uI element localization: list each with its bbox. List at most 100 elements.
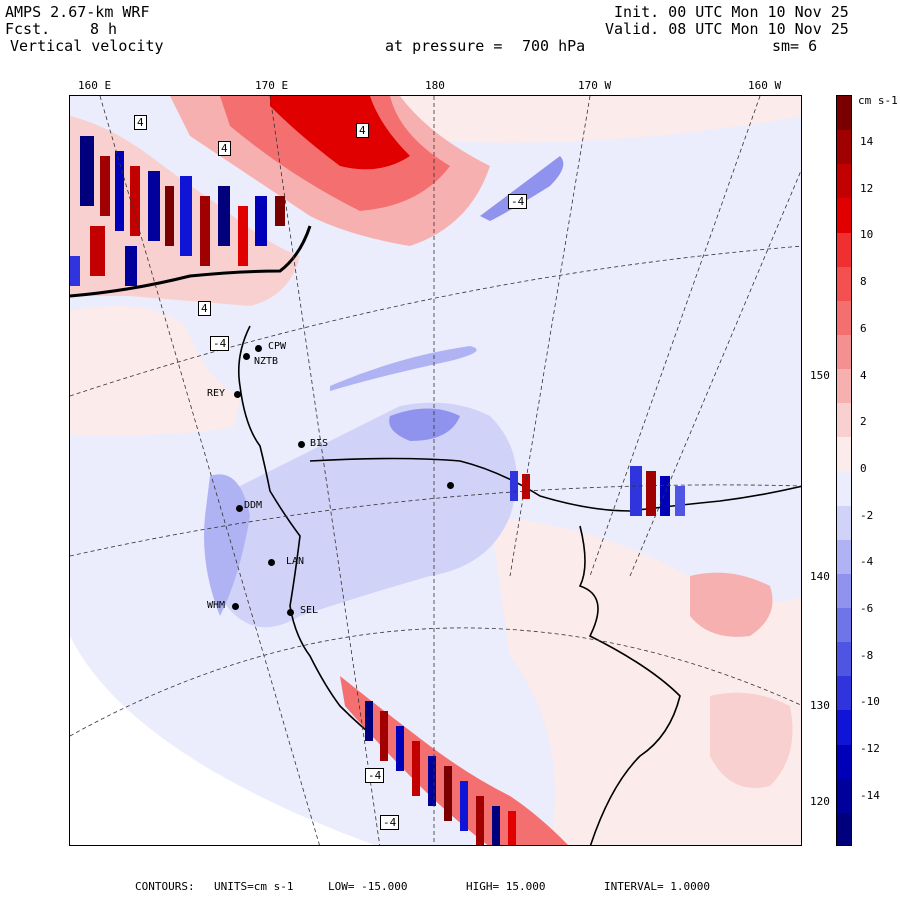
- station-dot-ddm[interactable]: [236, 505, 243, 512]
- colorbar-segment: [837, 232, 851, 268]
- colorbar-tick-label: -8: [860, 648, 874, 662]
- station-dot-nztb[interactable]: [243, 353, 250, 360]
- colorbar-segment: [837, 778, 851, 814]
- station-rey: REY: [207, 388, 226, 399]
- colorbar-segment: [837, 471, 851, 507]
- footer-contours-label: CONTOURS:: [135, 880, 195, 893]
- blue-cluster-right: [510, 466, 685, 516]
- footer-interval: INTERVAL= 1.0000: [604, 880, 710, 893]
- station-ddm: DDM: [244, 500, 263, 511]
- contour-label: -4: [210, 336, 230, 351]
- colorbar-segment: [837, 198, 851, 234]
- colorbar-tick-label: 10: [860, 228, 874, 242]
- station-dot-lan[interactable]: [268, 559, 275, 566]
- contour-label: -4: [508, 194, 528, 209]
- colorbar-segment: [837, 642, 851, 678]
- footer-low: LOW= -15.000: [328, 880, 408, 893]
- map-canvas: [70, 96, 801, 845]
- lon-label-160w: 160 W: [748, 79, 782, 92]
- colorbar-segment: [837, 676, 851, 712]
- colorbar-tick-label: 14: [860, 135, 874, 148]
- contour-label: -4: [380, 815, 400, 830]
- lat-label-150w: 150 W: [810, 369, 844, 382]
- blue-streak-1: [480, 156, 564, 221]
- red-band-bottom: [340, 676, 569, 845]
- colorbar-tick-label: 6: [860, 321, 867, 335]
- ridge-line: [578, 525, 681, 845]
- red-band-core: [270, 96, 410, 170]
- station-lan: LAN: [286, 556, 305, 567]
- mountain-noise-bottom: [365, 701, 516, 845]
- pink-region-top: [390, 96, 801, 143]
- lat-label-130w: 130 W: [810, 699, 844, 712]
- station-whm: WHM: [207, 600, 226, 611]
- colorbar-segment: [837, 334, 851, 371]
- colorbar-segment: [837, 608, 851, 644]
- colorbar-segment: [837, 266, 851, 302]
- colorbar-segment: [837, 300, 851, 336]
- station-sel: SEL: [300, 605, 319, 616]
- valid-time: Valid. 08 UTC Mon 10 Nov 25: [605, 20, 849, 38]
- outside-domain: [70, 636, 375, 845]
- station-nztb: NZTB: [254, 356, 279, 367]
- red-patch-lower-right: [710, 692, 793, 788]
- colorbar-segment: [837, 744, 851, 780]
- colorbar-segment: [837, 130, 851, 166]
- colorbar-tick-label: -10: [860, 695, 880, 709]
- colorbar-tick-label: 2: [860, 415, 867, 429]
- vertical-velocity-map[interactable]: 4 4 4 4 -4 -4 -4 -4: [69, 95, 802, 846]
- lat-label-140w: 140 W: [810, 570, 844, 583]
- colorbar-segment: [837, 164, 851, 200]
- red-patch-right: [690, 572, 773, 637]
- station-dot-sel[interactable]: [287, 609, 294, 616]
- colorbar-segment: [837, 96, 851, 132]
- station-dot-bis[interactable]: [298, 441, 305, 448]
- colorbar-segment: [837, 573, 851, 610]
- colorbar-segment: [837, 505, 851, 541]
- colorbar-segment: [837, 812, 851, 845]
- footer-high: HIGH= 15.000: [466, 880, 546, 893]
- footer-units: UNITS=cm s-1: [214, 880, 294, 893]
- mountain-noise-top-left: [70, 136, 285, 286]
- colorbar-tick-label: 8: [860, 275, 867, 289]
- model-title: AMPS 2.67-km WRF: [5, 3, 150, 21]
- colorbar-tick-label: -12: [860, 742, 880, 756]
- lon-label-160e: 160 E: [78, 79, 112, 92]
- colorbar: [836, 95, 852, 846]
- pressure-label: at pressure =: [385, 37, 503, 55]
- blue-basin-core: [389, 408, 460, 441]
- graticule: [70, 96, 801, 845]
- contour-label: 4: [134, 115, 147, 130]
- pressure-value: 700 hPa: [522, 37, 586, 55]
- contour-label: -4: [365, 768, 385, 783]
- station-dot-cpw[interactable]: [255, 345, 262, 352]
- blue-streak-2: [330, 346, 477, 391]
- colorbar-tick-label: 0: [860, 461, 867, 475]
- lon-label-180: 180: [425, 79, 445, 92]
- colorbar-units: cm s-1: [858, 94, 898, 107]
- init-time: Init. 00 UTC Mon 10 Nov 25: [614, 3, 849, 21]
- forecast-value: 8 h: [90, 20, 118, 38]
- contour-label: 4: [218, 141, 231, 156]
- lon-label-170w: 170 W: [578, 79, 612, 92]
- smoothing: sm= 6: [772, 37, 818, 55]
- grounding-line: [309, 457, 801, 512]
- colorbar-segment: [837, 403, 851, 439]
- lat-label-120w: 120 W: [810, 795, 844, 808]
- colorbar-tick-label: 12: [860, 181, 874, 195]
- colorbar-segment: [837, 710, 851, 746]
- contour-label: 4: [198, 301, 211, 316]
- forecast-label: Fcst.: [5, 20, 51, 38]
- station-dot-whm[interactable]: [232, 603, 239, 610]
- colorbar-tick-label: -14: [860, 788, 880, 802]
- colorbar-tick-label: -4: [860, 555, 874, 569]
- station-dot-center[interactable]: [447, 482, 454, 489]
- station-bis: BIS: [310, 438, 329, 449]
- colorbar-tick-label: -2: [860, 508, 874, 522]
- variable-name: Vertical velocity: [10, 37, 164, 55]
- colorbar-segment: [837, 437, 851, 473]
- station-dot-rey[interactable]: [234, 391, 241, 398]
- station-cpw: CPW: [268, 341, 287, 352]
- pink-region-left: [70, 306, 240, 436]
- colorbar-tick-label: 4: [860, 368, 867, 382]
